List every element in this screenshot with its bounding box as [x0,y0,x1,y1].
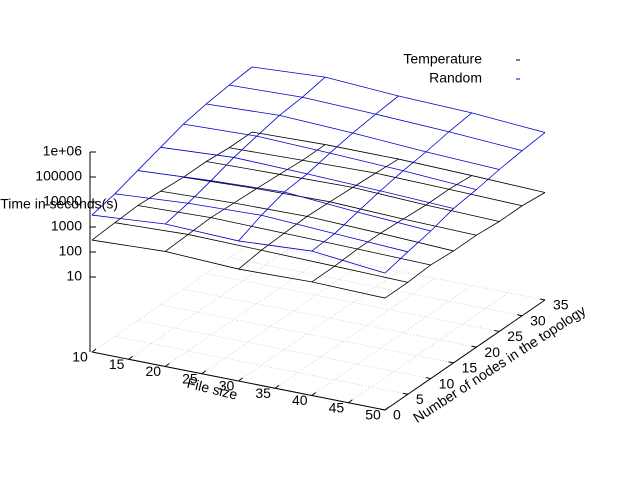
surface-column [311,175,472,283]
surface-column [238,95,399,242]
y-tick-label: 5 [416,391,424,407]
x-tick-label: 15 [109,356,125,372]
grid-line [128,249,289,360]
grid-line [91,241,253,353]
surface-row [206,103,500,170]
grid-line [274,278,436,389]
z-tick-label: 100000 [35,168,82,184]
surface-column [91,131,253,241]
y-tick [471,345,477,348]
x-tick-label: 20 [145,363,161,379]
surface-column [311,112,473,252]
x-tick [238,377,243,382]
y-tick [517,314,523,317]
surface-column [384,132,546,274]
surface-column [164,76,326,225]
surface-row [160,190,454,252]
y-tick-label: 30 [530,312,546,328]
legend-label: Temperature [403,51,482,67]
x-tick-label: 30 [219,378,235,394]
z-tick-label: 100 [59,243,83,259]
grid-line [238,270,399,382]
legend-label: Random [429,70,482,86]
x-tick [128,355,133,360]
x-tick-label: 25 [182,370,198,386]
y-tick [402,392,408,395]
surface-row [251,66,546,133]
z-axis-label: Time in seconds(s) [0,196,118,212]
y-tick [494,329,500,332]
x-tick [311,392,317,396]
grid-line [251,241,546,301]
surface-row [229,84,523,152]
grid-line [165,256,326,367]
y-tick-label: 20 [484,344,500,360]
x-tick-label: 10 [72,349,88,365]
x-tick-label: 50 [365,407,381,423]
x-tick-label: 40 [292,392,308,408]
y-tick [448,361,454,364]
surface-row [160,146,454,209]
x-tick-label: 45 [329,399,345,415]
y-tick-label: 35 [553,297,569,313]
z-tick-label: 1000 [51,218,82,234]
x-tick [201,370,207,375]
z-tick-label: 10000 [43,193,82,209]
surface-row [251,131,546,193]
y-tick-label: 0 [393,407,401,423]
surface-row [206,161,500,222]
y-tick-label: 25 [507,328,523,344]
floor-border [91,299,546,411]
x-tick [164,363,170,367]
surface-row [137,170,431,232]
x-tick-label: 35 [255,385,271,401]
y-tick [425,377,431,380]
y-tick [539,298,546,301]
surface-column [384,192,546,299]
z-tick-label: 1e+06 [43,143,83,159]
surface-column [238,158,399,270]
y-tick-label: 15 [462,360,478,376]
y-axis-label: Number of nodes in the topology [410,302,588,426]
z-tick-label: 10 [66,268,82,284]
surface-column [91,66,253,216]
surface-row [114,193,408,253]
x-tick [274,384,280,389]
x-tick [348,399,353,404]
y-tick-label: 10 [439,375,455,391]
grid-line [201,263,363,374]
surface-column [165,144,326,252]
x-tick [91,348,97,353]
